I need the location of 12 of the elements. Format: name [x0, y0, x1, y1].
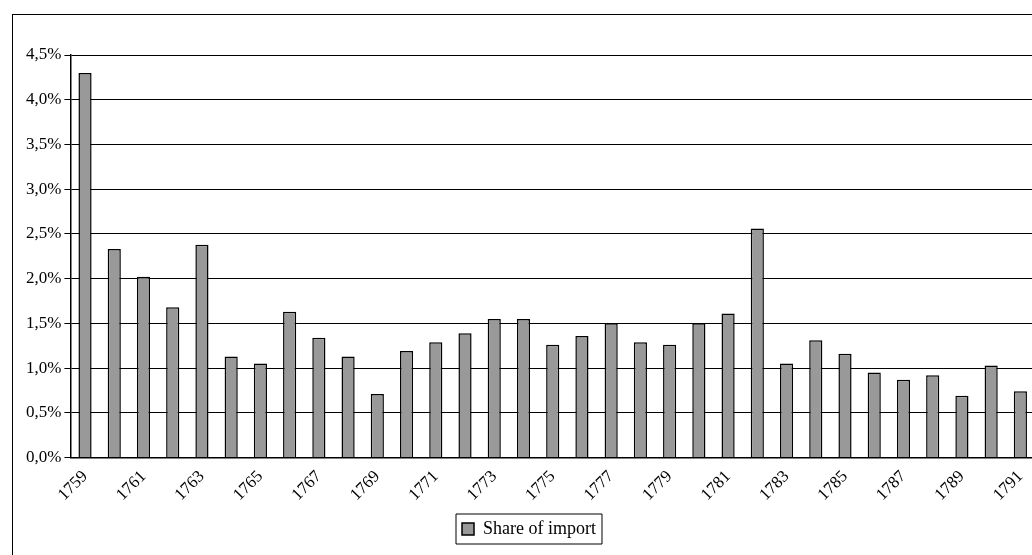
y-tick-label: 3,5% [25, 133, 62, 153]
y-tick-label: 1,0% [25, 357, 62, 377]
y-tick-label: 2,0% [25, 268, 62, 288]
legend-label: Share of import [483, 517, 596, 538]
y-tick-label: 4,0% [25, 89, 62, 109]
y-tick-label: 4,5% [25, 44, 62, 64]
y-tick-label: 0,5% [25, 402, 62, 422]
x-tick-label: 1781 [696, 466, 735, 504]
y-tick-label: 2,5% [25, 223, 62, 243]
y-tick-label: 3,0% [25, 178, 62, 198]
y-tick-label: 1,5% [25, 312, 62, 332]
y-tick-label: 0,0% [25, 447, 62, 466]
